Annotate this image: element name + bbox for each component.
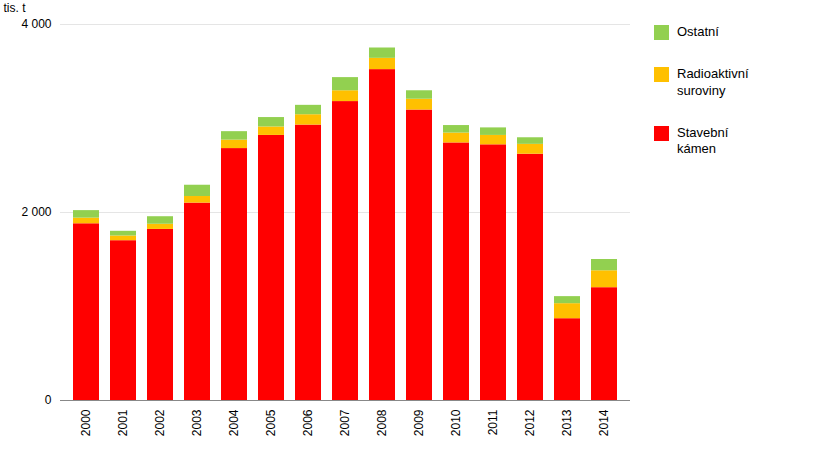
svg-text:2012: 2012	[523, 409, 537, 436]
svg-text:2001: 2001	[116, 409, 130, 436]
svg-text:0: 0	[45, 393, 52, 407]
svg-text:2011: 2011	[486, 409, 500, 435]
svg-text:tis. t: tis. t	[4, 1, 27, 15]
svg-text:2008: 2008	[375, 409, 389, 436]
html-text:Stavební kámen: Stavební kámen	[677, 124, 729, 156]
svg-text:2010: 2010	[449, 409, 463, 436]
svg-text:2009: 2009	[412, 409, 426, 436]
svg-text:2002: 2002	[153, 409, 167, 436]
svg-text:2000: 2000	[79, 409, 93, 436]
svg-text:2 000: 2 000	[21, 205, 51, 219]
svg-text:2005: 2005	[264, 409, 278, 436]
svg-text:4 000: 4 000	[21, 17, 51, 31]
html-text:Ostatní: Ostatní	[677, 24, 719, 39]
svg-text:2003: 2003	[190, 409, 204, 436]
svg-text:2004: 2004	[227, 409, 241, 436]
svg-text:2014: 2014	[597, 409, 611, 436]
svg-text:2007: 2007	[338, 409, 352, 436]
svg-text:2013: 2013	[560, 409, 574, 436]
html-text:Radioaktivní suroviny: Radioaktivní suroviny	[677, 66, 749, 98]
svg-text:2006: 2006	[301, 409, 315, 436]
